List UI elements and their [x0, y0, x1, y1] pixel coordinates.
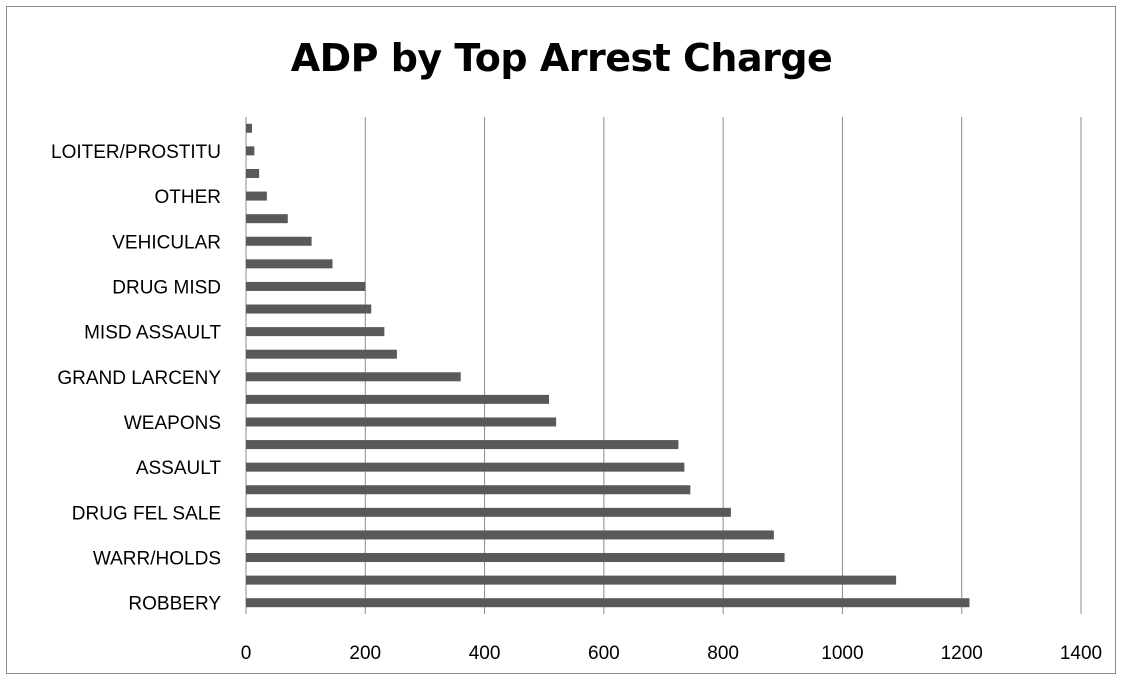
y-tick-label: VEHICULAR	[112, 232, 221, 253]
bar-5	[246, 485, 691, 495]
bar-8	[246, 417, 557, 427]
bar-18	[246, 191, 267, 201]
bar-6	[246, 462, 685, 472]
bar-9	[246, 394, 549, 404]
x-tick-label: 1000	[821, 643, 863, 664]
x-tick-label: 400	[469, 643, 501, 664]
x-tick-label: 0	[241, 643, 252, 664]
y-tick-label: GRAND LARCENY	[57, 368, 221, 389]
bar-16	[246, 236, 312, 246]
y-tick-label: WARR/HOLDS	[93, 549, 221, 570]
bar-13	[246, 304, 372, 314]
bar-12	[246, 327, 385, 337]
x-tick-label: 200	[349, 643, 381, 664]
y-tick-label: DRUG MISD	[112, 277, 221, 298]
bar-0	[246, 598, 970, 608]
bar-11	[246, 349, 397, 359]
y-tick-label: MISD ASSAULT	[84, 323, 221, 344]
y-tick-label: ROBBERY	[128, 594, 221, 615]
bar-14	[246, 281, 366, 291]
bar-17	[246, 214, 288, 224]
bar-1	[246, 575, 897, 585]
y-tick-label: LOITER/PROSTITU	[51, 142, 221, 163]
x-tick-label: 1400	[1060, 643, 1102, 664]
y-tick-label: DRUG FEL SALE	[72, 503, 221, 524]
chart-frame	[6, 6, 1116, 674]
bar-4	[246, 507, 731, 517]
x-tick-label: 800	[707, 643, 739, 664]
bar-19	[246, 168, 260, 178]
bar-21	[246, 123, 252, 133]
x-tick-label: 600	[588, 643, 620, 664]
chart-title: ADP by Top Arrest Charge	[290, 36, 833, 80]
y-tick-label: ASSAULT	[136, 458, 222, 479]
x-tick-label: 1200	[941, 643, 983, 664]
bar-15	[246, 259, 333, 269]
y-tick-label: OTHER	[155, 187, 222, 208]
bar-3	[246, 530, 774, 540]
bar-7	[246, 440, 679, 450]
bar-20	[246, 146, 255, 156]
bar-2	[246, 553, 785, 563]
y-tick-label: WEAPONS	[124, 413, 221, 434]
bar-10	[246, 372, 461, 382]
